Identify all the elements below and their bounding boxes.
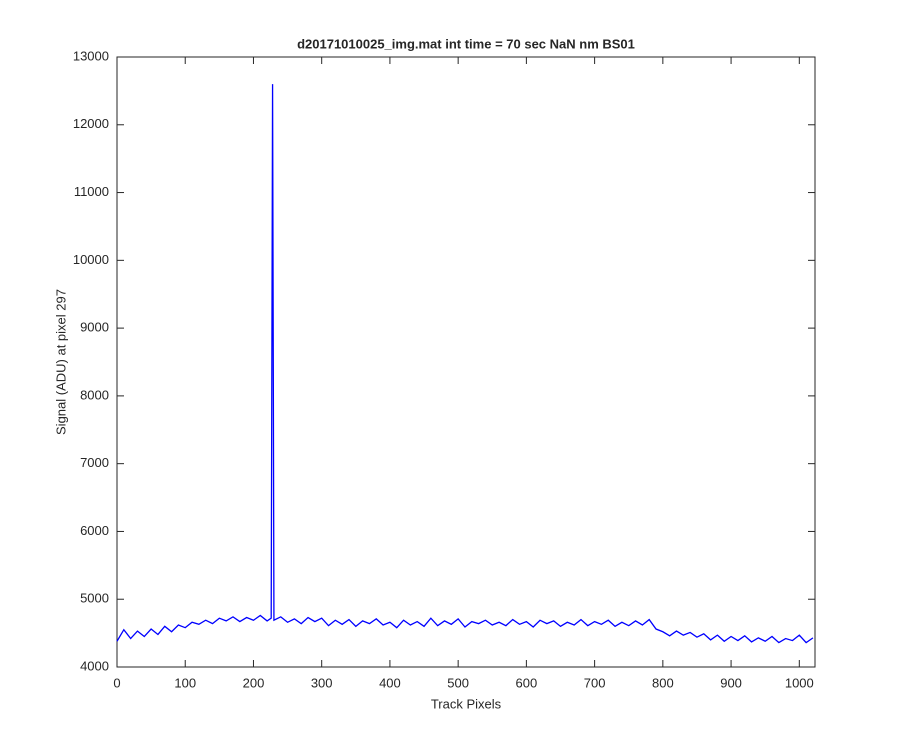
x-tick-label: 400 — [379, 675, 401, 690]
x-tick-label: 300 — [311, 675, 333, 690]
y-tick-label: 10000 — [73, 252, 109, 267]
x-tick-label: 1000 — [785, 675, 814, 690]
y-tick-label: 11000 — [74, 184, 109, 199]
x-tick-label: 600 — [516, 675, 538, 690]
y-tick-label: 8000 — [80, 387, 109, 402]
chart-title: d20171010025_img.mat int time = 70 sec N… — [297, 36, 635, 51]
y-tick-label: 5000 — [80, 591, 109, 606]
y-tick-label: 12000 — [73, 116, 109, 131]
x-tick-label: 100 — [174, 675, 196, 690]
x-tick-label: 200 — [243, 675, 265, 690]
x-tick-label: 500 — [447, 675, 469, 690]
x-tick-label: 0 — [113, 675, 120, 690]
x-tick-label: 700 — [584, 675, 606, 690]
y-tick-label: 4000 — [80, 658, 109, 673]
y-tick-label: 9000 — [80, 320, 109, 335]
x-axis-label: Track Pixels — [431, 696, 502, 711]
x-tick-label: 900 — [720, 675, 742, 690]
axes-box — [116, 56, 816, 668]
data-line — [116, 84, 814, 644]
y-tick-label: 13000 — [73, 48, 109, 63]
y-tick-label: 6000 — [80, 523, 109, 538]
y-tick-label: 7000 — [80, 455, 109, 470]
x-tick-label: 800 — [652, 675, 674, 690]
y-axis-label: Signal (ADU) at pixel 297 — [53, 289, 68, 435]
